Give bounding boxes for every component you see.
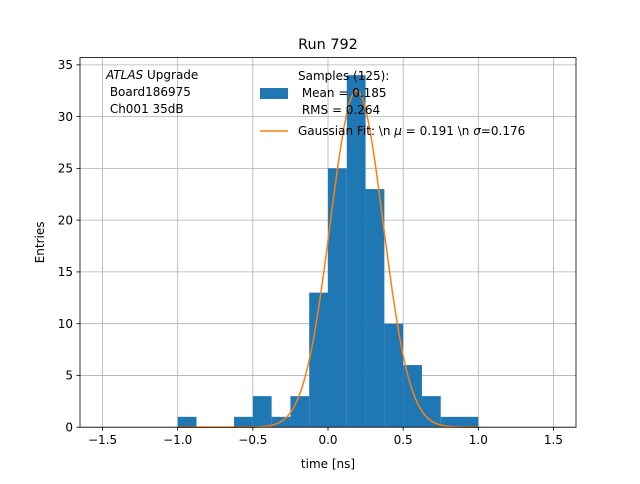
x-tick-label-4: 0.5 [394, 433, 413, 447]
histogram-bar-7 [346, 75, 366, 428]
y-axis-ticks: 0 5 10 15 20 25 30 35 [58, 58, 80, 435]
annotation-upgrade: Upgrade [143, 68, 198, 82]
histogram-bar-9 [384, 323, 404, 428]
chart-title: Run 792 [298, 37, 358, 53]
x-tick-label-5: 1.0 [469, 433, 488, 447]
histogram-bars [177, 75, 479, 428]
annotation-line-2: Board186975 [106, 85, 191, 99]
legend: Samples (125): Mean = 0.185 RMS = 0.264 … [260, 69, 525, 138]
histogram-bar-0 [177, 416, 197, 428]
x-tick-label-2: −0.5 [238, 433, 267, 447]
histogram-bar-8 [365, 189, 385, 428]
histogram-bar-13 [459, 416, 479, 428]
y-tick-label-4: 20 [58, 213, 73, 227]
x-tick-label-1: −1.0 [163, 433, 192, 447]
legend-fit-sigma: σ [473, 124, 481, 138]
legend-samples-line-3: RMS = 0.264 [298, 103, 380, 117]
legend-fit-mid: = 0.191 \n [402, 124, 473, 138]
legend-fit-prefix: Gaussian Fit: \n [298, 124, 394, 138]
x-tick-label-3: 0.0 [318, 433, 337, 447]
legend-fit-mu: μ [393, 124, 402, 138]
y-tick-label-7: 35 [58, 58, 73, 72]
y-tick-label-0: 0 [65, 421, 73, 435]
legend-fit-label: Gaussian Fit: \n μ = 0.191 \n σ=0.176 [298, 124, 525, 138]
annotation-line-3: Ch001 35dB [106, 102, 184, 116]
annotation-line-1: ATLAS Upgrade [105, 68, 198, 82]
histogram-bar-10 [403, 365, 422, 428]
legend-samples-line-2: Mean = 0.185 [298, 86, 387, 100]
histogram-bar-12 [440, 416, 460, 428]
histogram-bar-6 [328, 168, 347, 428]
y-axis-label: Entries [33, 222, 47, 264]
histogram-bar-5 [309, 292, 328, 428]
histogram-bar-2 [252, 396, 272, 428]
histogram-bar-11 [421, 396, 441, 428]
x-axis-ticks: −1.5 −1.0 −0.5 0.0 0.5 1.0 1.5 [88, 427, 563, 447]
x-axis-label: time [ns] [301, 457, 355, 471]
annotation-atlas: ATLAS [105, 68, 144, 82]
y-tick-label-3: 15 [58, 265, 73, 279]
atlas-annotation: ATLAS Upgrade Board186975 Ch001 35dB [105, 68, 198, 116]
legend-samples-line-1: Samples (125): [298, 69, 389, 83]
y-tick-label-1: 5 [65, 369, 73, 383]
y-tick-label-6: 30 [58, 110, 73, 124]
x-tick-label-0: −1.5 [88, 433, 117, 447]
legend-swatch-samples [260, 88, 288, 99]
legend-fit-suffix: =0.176 [481, 124, 525, 138]
histogram-bar-1 [234, 416, 253, 428]
x-tick-label-6: 1.5 [544, 433, 563, 447]
histogram-bar-4 [290, 396, 310, 428]
y-tick-label-5: 25 [58, 162, 73, 176]
y-tick-label-2: 10 [58, 317, 73, 331]
